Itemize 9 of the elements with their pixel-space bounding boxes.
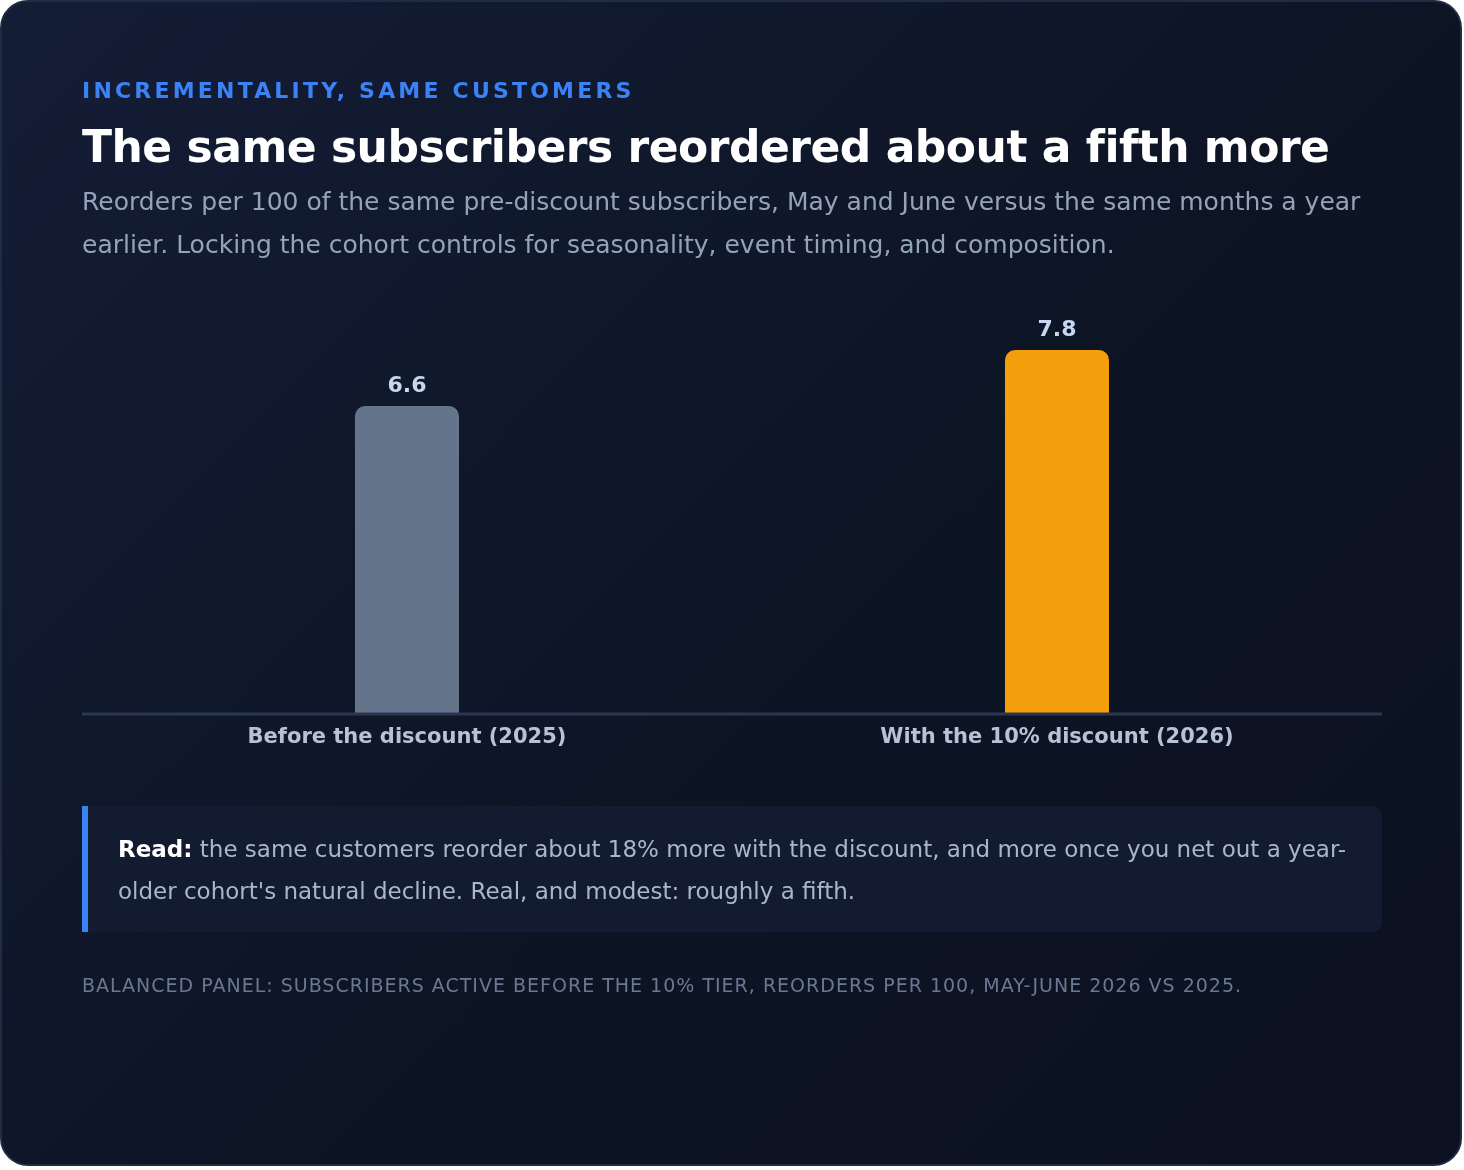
text: BALANCED PANEL: SUBSCRIBERS ACTIVE BEFORE THE 10% TIER, REORDERS PER 100, MAY-JUNE 2026 VS 2025. — [82, 973, 1244, 998]
text: INCREMENTALITY, SAME CUSTOMERS — [82, 78, 636, 103]
chart-title: The same subscribers reordered about a fifth more — [82, 121, 1331, 172]
data-label: 7.8 — [1037, 316, 1077, 341]
text: Read: the same customers reorder about 18% more with the discount, and more once you net out a year-older cohort's natural decline. Real, and modest: roughly a fifth. — [82, 806, 1382, 932]
x-tick-label: Before the discount (2025) — [247, 723, 567, 748]
data-label: 6.6 — [387, 372, 427, 397]
x-tick-label: With the 10% discount (2026) — [880, 723, 1234, 748]
chart-subtitle: Reorders per 100 of the same pre-discount subscribers, May and June versus the same months a year earlier. Locking the cohort controls for seasonality, event timing, and composition. — [82, 186, 1362, 261]
